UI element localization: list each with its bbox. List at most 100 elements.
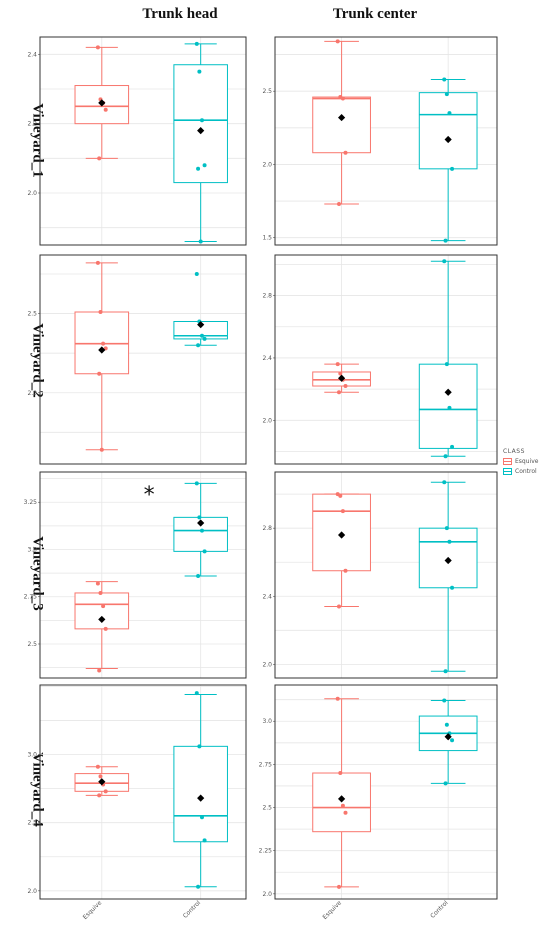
- data-point-control: [447, 111, 452, 116]
- box-control: [173, 64, 228, 184]
- data-point-control: [197, 69, 202, 74]
- data-point-esquive: [98, 310, 103, 314]
- data-point-esquive: [97, 371, 102, 376]
- y-tick-label: 1.5: [262, 235, 272, 242]
- data-point-control: [444, 722, 449, 727]
- mean-marker-esquive: [98, 346, 106, 354]
- mean-marker-control: [444, 556, 452, 565]
- data-point-esquive: [95, 581, 100, 586]
- data-point-control: [194, 691, 199, 696]
- y-tick-label: 2.0: [262, 161, 272, 168]
- data-point-control: [443, 669, 448, 674]
- y-tick-label: 2.75: [259, 761, 273, 768]
- panel-vineyard-2-trunk-center: 2.0 2.4 2.8: [262, 254, 498, 465]
- data-point-control: [196, 343, 201, 348]
- box-esquive: [74, 592, 130, 630]
- data-point-esquive: [338, 493, 343, 498]
- panel-border: [39, 684, 247, 900]
- y-tick-label: 3.25: [24, 499, 38, 506]
- y-tick-label: 2.0: [262, 417, 272, 424]
- data-point-esquive: [97, 668, 102, 673]
- panel-vineyard-3-trunk-head: 2.5 2.75 3.0 3.25 *: [24, 471, 247, 679]
- data-point-control: [196, 166, 201, 171]
- data-point-control: [442, 259, 447, 264]
- data-point-control: [442, 77, 447, 82]
- data-point-esquive: [98, 774, 103, 779]
- data-point-esquive: [335, 696, 340, 701]
- y-tick-label: 2.0: [27, 390, 37, 397]
- y-tick-label: 2.75: [24, 594, 38, 601]
- data-point-esquive: [97, 793, 102, 798]
- data-point-control: [202, 336, 207, 341]
- mean-marker-esquive: [338, 531, 346, 539]
- y-tick-label: 2.0: [27, 190, 37, 197]
- legend-item-control: Control: [503, 468, 538, 475]
- legend-label-esquive: Esquive: [515, 458, 539, 465]
- mean-marker-control: [444, 135, 452, 144]
- data-point-control: [444, 92, 449, 97]
- data-point-esquive: [95, 260, 100, 265]
- data-point-esquive: [335, 39, 340, 44]
- data-point-control: [447, 539, 452, 544]
- panel-vineyard-3-trunk-center: 2.0 2.4 2.8: [262, 471, 498, 679]
- data-point-esquive: [340, 96, 345, 101]
- panel-border: [39, 471, 247, 679]
- y-tick-label: 2.8: [262, 293, 272, 300]
- data-point-control: [196, 884, 201, 889]
- panel-border: [39, 254, 247, 465]
- mean-marker-esquive: [98, 99, 106, 107]
- legend-title: CLASS: [503, 448, 525, 455]
- data-point-control: [443, 454, 448, 459]
- panel-border: [274, 254, 498, 465]
- data-point-esquive: [337, 201, 341, 206]
- data-point-esquive: [335, 362, 340, 367]
- data-point-control: [199, 815, 204, 820]
- panel-vineyard-4-trunk-center: 2.0 2.25 2.5 2.75 3.0 Esquive Control: [259, 684, 498, 921]
- panel-border: [39, 36, 247, 246]
- data-point-control: [447, 405, 452, 410]
- mean-marker-control: [197, 519, 205, 527]
- data-point-esquive: [340, 509, 345, 514]
- data-point-control: [450, 738, 455, 743]
- data-point-esquive: [343, 810, 348, 815]
- x-tick-label-control: Control: [429, 899, 450, 920]
- data-point-esquive: [97, 156, 102, 161]
- data-point-control: [196, 573, 201, 578]
- data-point-esquive: [337, 390, 341, 395]
- panel-vineyard-1-trunk-head: 2.0 2.2 2.4: [27, 36, 247, 246]
- y-tick-label: 2.5: [27, 311, 37, 318]
- data-point-esquive: [343, 384, 348, 389]
- y-tick-label: 2.8: [262, 525, 272, 532]
- y-tick-label: 2.0: [262, 891, 272, 898]
- legend-key-esquive: [503, 458, 512, 465]
- y-tick-label: 2.5: [262, 88, 272, 95]
- mean-marker-control: [197, 127, 205, 135]
- data-point-control: [199, 118, 204, 123]
- data-point-esquive: [337, 884, 341, 889]
- data-point-control: [444, 526, 449, 531]
- data-point-control: [450, 585, 455, 590]
- data-point-esquive: [338, 771, 343, 776]
- y-tick-label: 2.5: [262, 805, 272, 812]
- data-point-esquive: [95, 764, 100, 769]
- panel-vineyard-4-trunk-head: 2.0 2.5 3.0 Esquive Control: [27, 684, 247, 921]
- data-point-control: [194, 481, 199, 486]
- y-tick-label: 3.0: [27, 752, 37, 759]
- mean-marker-esquive: [98, 615, 106, 624]
- legend-key-control: [503, 468, 512, 475]
- panel-vineyard-1-trunk-center: 1.5 2.0 2.5: [262, 36, 498, 246]
- panel-vineyard-2-trunk-head: 2.0 2.5: [27, 254, 247, 465]
- y-tick-label: 3.0: [27, 546, 37, 553]
- mean-marker-control: [197, 321, 205, 329]
- y-tick-label: 2.4: [262, 593, 272, 600]
- data-point-control: [443, 781, 448, 786]
- data-point-control: [202, 549, 207, 554]
- x-tick-label-esquive: Esquive: [82, 899, 104, 921]
- legend: CLASS Esquive Control: [503, 448, 538, 478]
- y-tick-label: 2.5: [27, 641, 37, 648]
- column-title-trunk-center: Trunk center: [332, 6, 418, 22]
- y-tick-label: 2.5: [27, 820, 37, 827]
- y-tick-label: 2.4: [262, 355, 272, 362]
- box-esquive: [312, 96, 371, 154]
